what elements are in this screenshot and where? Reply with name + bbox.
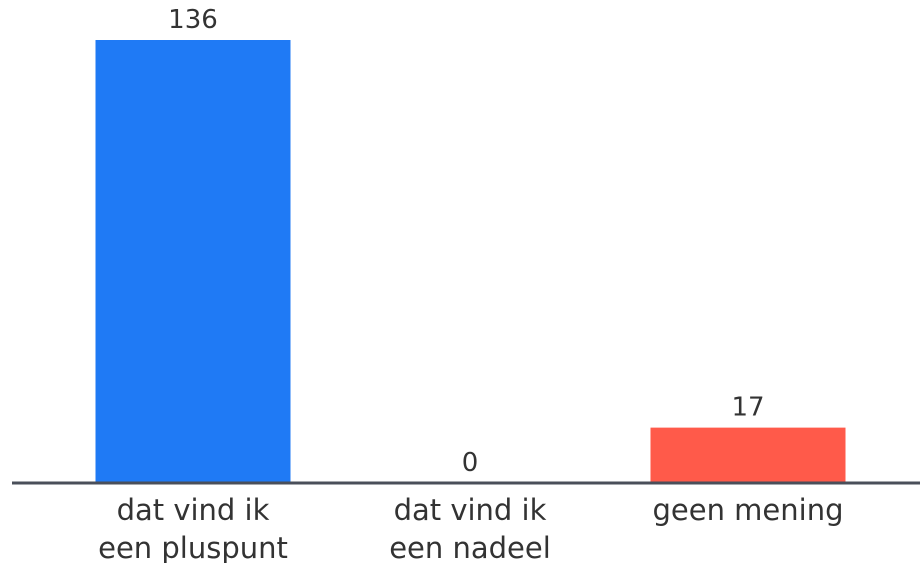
category-label-0: dat vind ik een pluspunt: [98, 493, 288, 563]
category-label-0-line-1: een pluspunt: [98, 531, 288, 563]
value-label-0: 136: [168, 5, 218, 35]
bar-0: [95, 40, 291, 483]
bar-2: [650, 427, 846, 483]
category-label-1: dat vind ik een nadeel: [389, 493, 551, 563]
category-label-1-line-1: een nadeel: [389, 531, 551, 563]
category-label-2-line-0: geen mening: [652, 493, 843, 527]
value-labels-group: 136 0 17: [168, 5, 764, 478]
bars-group: [95, 40, 846, 483]
value-label-1: 0: [462, 448, 479, 478]
category-label-1-line-0: dat vind ik: [394, 493, 547, 527]
category-label-0-line-0: dat vind ik: [117, 493, 270, 527]
value-label-2: 17: [731, 393, 764, 423]
category-label-2: geen mening: [652, 493, 843, 527]
category-labels-group: dat vind ik een pluspunt dat vind ik een na…: [98, 493, 843, 563]
